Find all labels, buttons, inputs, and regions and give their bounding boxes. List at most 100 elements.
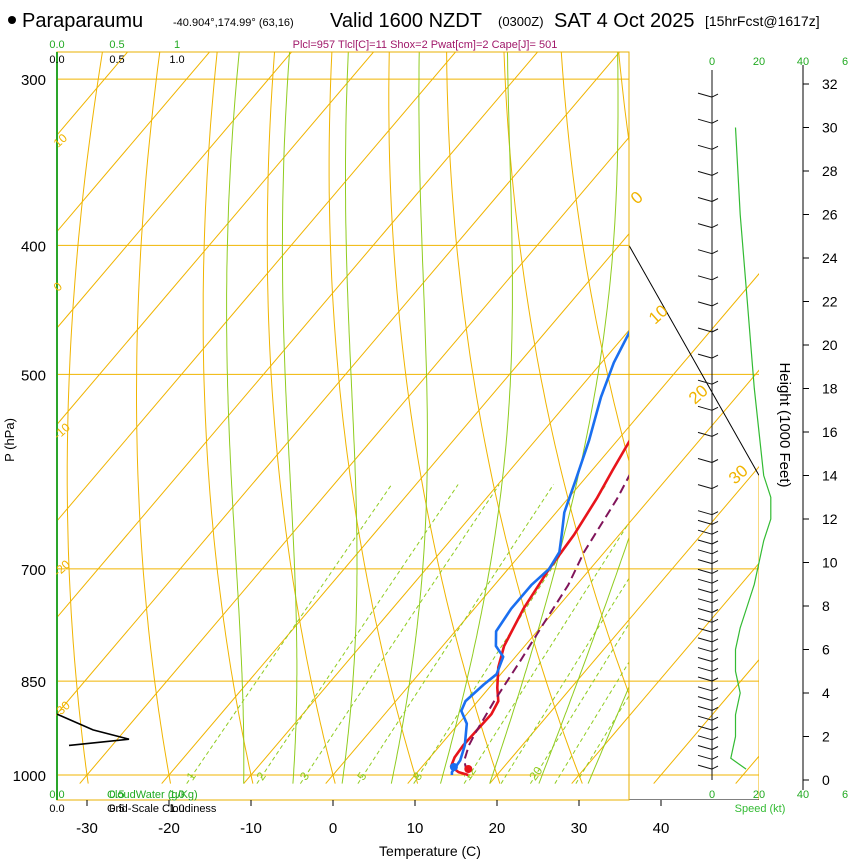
wind-barb-icon <box>697 539 719 545</box>
isotherm-line <box>57 52 621 715</box>
temperature-axis: -30 -20 -10 0 10 20 30 40 <box>76 800 669 837</box>
temperature-tick-label: 30 <box>571 820 588 837</box>
wind-barb-icon <box>697 588 719 594</box>
moist-adiabat-line <box>226 52 245 784</box>
moist-adiabat-line <box>587 685 629 784</box>
height-tick-label: 24 <box>822 250 838 266</box>
moist-adiabat-line <box>341 52 358 784</box>
dry-adiabat-line <box>0 0 58 784</box>
speed-tick-bottom: 20 <box>753 789 765 801</box>
dewpoint-trace <box>450 330 629 775</box>
pressure-tick-label: 1000 <box>13 768 46 785</box>
wind-barb-icon <box>697 617 719 623</box>
valid-date: SAT 4 Oct 2025 <box>554 10 694 32</box>
speed-tick-top: 6 <box>842 56 848 68</box>
speed-tick-bottom: 0 <box>709 789 715 801</box>
wind-barb-icon <box>697 598 719 604</box>
dry-adiabat-line <box>835 0 850 784</box>
mixing-ratio-line <box>299 484 500 784</box>
plot-frame <box>56 51 630 801</box>
height-tick-label: 28 <box>822 163 838 179</box>
wind-speed-trace <box>730 127 772 770</box>
speed-tick-top: 20 <box>753 56 765 68</box>
isotherm-label: 10 <box>51 131 71 151</box>
mixing-ratio-label: 20 <box>526 764 545 783</box>
isotherm-extension-line <box>628 369 759 524</box>
isotherm-line <box>489 618 629 784</box>
mixing-ratio-line <box>554 661 629 784</box>
isotherm-extension-line <box>653 658 759 784</box>
height-tick-label: 26 <box>822 207 838 223</box>
mixing-ratio-line <box>500 577 629 784</box>
wind-barb-icon <box>697 686 719 692</box>
dry-adiabat-line <box>560 52 629 463</box>
surface-temperature-marker <box>464 765 473 773</box>
cloud-water-tick-top: 0.0 <box>49 39 64 51</box>
pressure-tick-label: 700 <box>21 562 46 579</box>
wind-barb-icon <box>697 735 719 741</box>
cloud-water-tick-bottom: 1.0 <box>169 789 184 801</box>
height-tick-label: 22 <box>822 294 838 310</box>
pressure-tick-label: 850 <box>21 674 46 691</box>
isotherm-line <box>79 136 629 784</box>
cloudiness-tick-top: 1.0 <box>169 54 184 66</box>
wind-barb-icon <box>697 578 719 584</box>
wind-barb-icon <box>697 559 719 565</box>
wind-barb-icon <box>697 725 719 731</box>
temperature-tick-label: -20 <box>158 820 180 837</box>
height-tick-label: 14 <box>822 468 838 484</box>
wind-barb-icon <box>697 549 719 555</box>
height-tick-label: 18 <box>822 381 838 397</box>
wind-barb-icon <box>697 484 719 490</box>
wind-barb-icon <box>697 92 719 98</box>
mixing-ratio-line <box>357 484 554 784</box>
wind-barb-icon <box>697 529 719 535</box>
wind-barb-icon <box>697 754 719 760</box>
cloud-water-trace <box>56 713 130 747</box>
mixing-ratio-line <box>256 484 459 784</box>
temperature-tick-label: 0 <box>329 820 337 837</box>
isotherm-line <box>57 52 293 329</box>
isotherm-extension <box>57 52 759 800</box>
cloud-water-label: CloudWater (g/Kg) <box>107 789 198 801</box>
wind-barb-icon <box>697 745 719 750</box>
isotherm-line <box>57 52 539 619</box>
height-tick-label: 20 <box>822 337 838 353</box>
isotherm-extension-line <box>628 562 759 717</box>
cloud-water-tick-top: 0.5 <box>109 39 124 51</box>
freezing-level-line <box>628 245 759 476</box>
isotherm-label: 10 <box>645 301 672 328</box>
wind-barb-icon <box>697 696 719 702</box>
wind-barb-icon <box>697 657 719 662</box>
cloud-scale-axes: 0.0 0.0 0.5 0.5 1 1.0 0.0 0.0 0.5 0.5 1.0 1.0 <box>49 39 184 815</box>
cloudiness-label: Grid-Scale Cloudiness <box>107 803 217 815</box>
moist-adiabat-line <box>390 52 428 784</box>
cloudiness-tick-bottom: 0.0 <box>49 803 64 815</box>
wind-barb-icon <box>697 327 719 333</box>
isotherm-line <box>57 52 129 136</box>
isotherm-label: 0 <box>627 188 647 208</box>
speed-axis-label: Speed (kt) <box>735 803 786 815</box>
header: Paraparaumu -40.904°,174.99° (63,16) Val… <box>8 10 820 51</box>
temperature-tick-label: -30 <box>76 820 98 837</box>
height-tick-label: 8 <box>822 598 830 614</box>
cloudiness-tick-bottom: 0.5 <box>109 803 124 815</box>
wind-barb-icon <box>697 627 719 633</box>
dry-adiabat-line <box>446 52 583 784</box>
wind-barb-icon <box>697 637 719 643</box>
cloud-water-tick-top: 1 <box>174 39 180 51</box>
wind-barb-icon <box>697 715 719 721</box>
dry-adiabat-line <box>328 52 419 784</box>
height-tick-label: 2 <box>822 729 830 745</box>
isotherm-line <box>161 233 629 784</box>
height-tick-label: 30 <box>822 120 838 136</box>
y-axis-label: P (hPa) <box>2 418 17 462</box>
dry-adiabat-line <box>202 52 254 784</box>
x-axis-label: Temperature (C) <box>379 843 481 859</box>
wind-barb-icon <box>697 705 719 711</box>
wind-barb-icon <box>697 647 719 653</box>
pressure-tick-label: 400 <box>21 238 46 255</box>
speed-tick-bottom: 6 <box>842 789 848 801</box>
